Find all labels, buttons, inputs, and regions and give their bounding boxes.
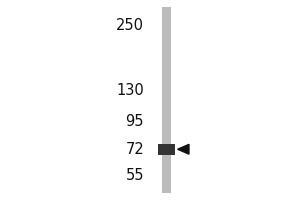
Text: 72: 72	[125, 142, 144, 157]
Polygon shape	[178, 144, 189, 154]
Text: 55: 55	[125, 168, 144, 183]
Text: 95: 95	[125, 114, 144, 129]
Text: 250: 250	[116, 18, 144, 33]
Bar	[158, 144, 175, 155]
Text: 130: 130	[116, 83, 144, 98]
Bar	[162, 7, 171, 193]
